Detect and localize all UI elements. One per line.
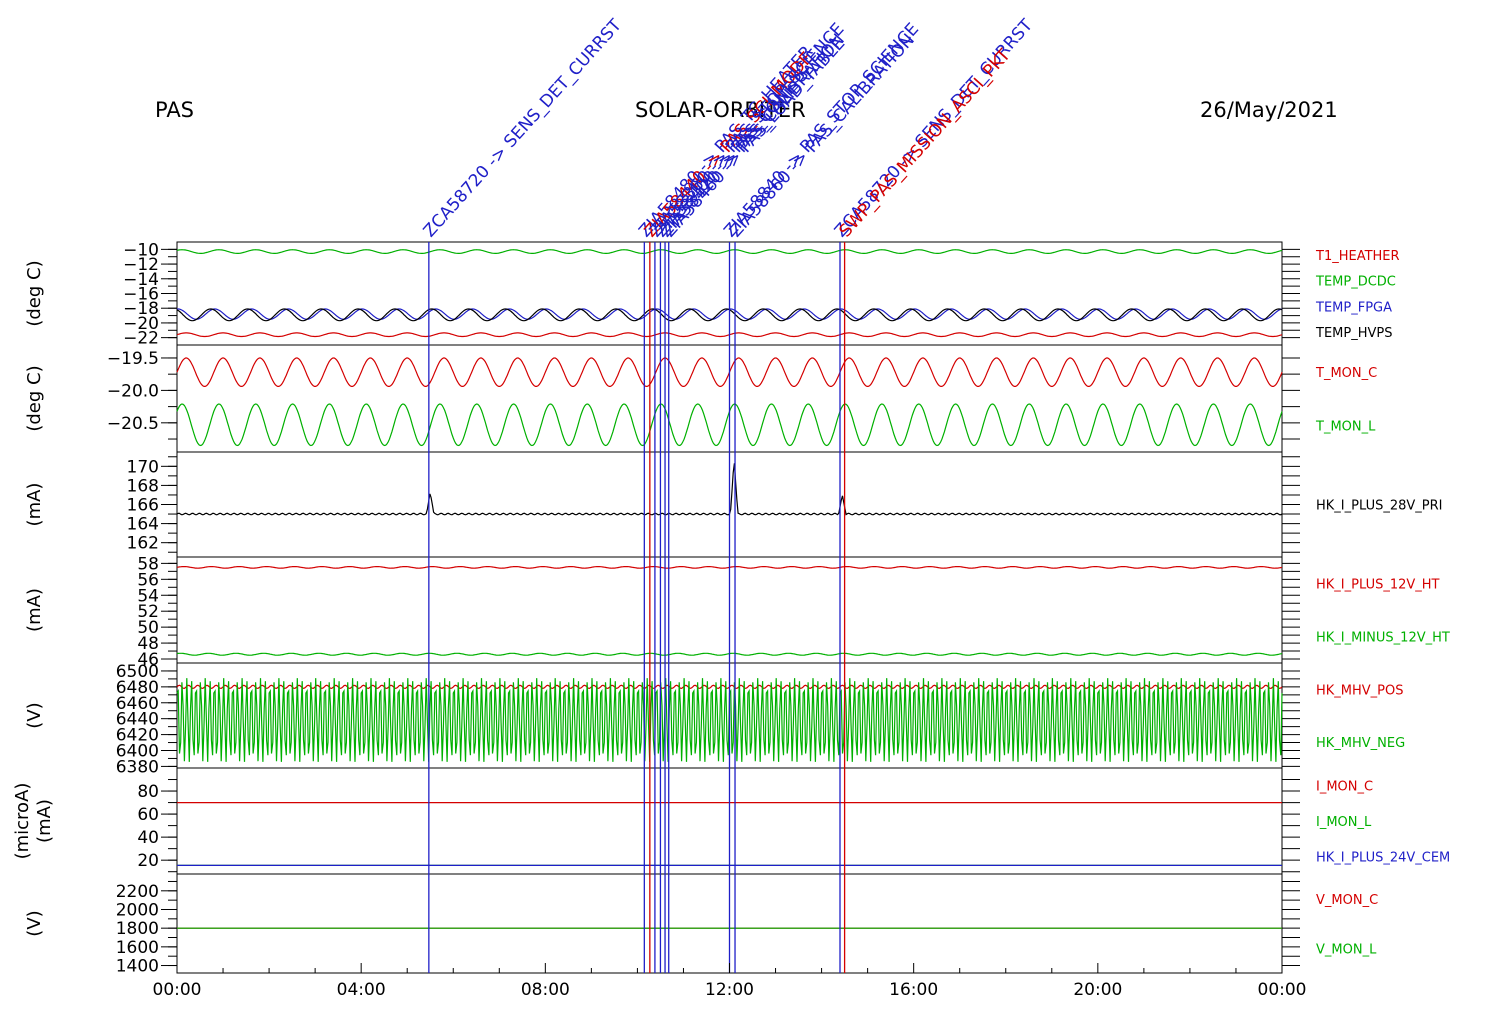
x-tick-label: 04:00 [337, 980, 386, 1000]
legend-i_mon_l: I_MON_L [1316, 815, 1372, 830]
x-tick-label: 12:00 [705, 980, 754, 1000]
y-tick-label: 6440 [116, 710, 159, 730]
instrument-label: PAS [155, 98, 194, 122]
x-axis: 00:00 04:00 08:00 12:00 16:00 20:00 00:00 [153, 963, 1307, 1000]
y-tick-label: 6500 [116, 662, 159, 682]
y-tick-label: 166 [127, 496, 159, 516]
x-tick-label: 08:00 [521, 980, 570, 1000]
y-tick-label: 50 [137, 618, 159, 638]
events-group: ZCA58720 -> SENS_DET_CURRST ZIA58480 -> P… [420, 15, 1037, 973]
y-axis-label: (microA) [12, 783, 33, 860]
y-tick-label: 1800 [116, 919, 159, 939]
legend-temp_hvps: TEMP_HVPS [1315, 326, 1392, 341]
y-tick-label: −22 [123, 329, 159, 349]
y-axis-label: (V) [24, 702, 45, 728]
y-tick-label: 162 [127, 534, 159, 554]
y-tick-label: 6420 [116, 726, 159, 746]
legend-t1_heather: T1_HEATHER [1315, 249, 1400, 264]
y-tick-label: 2200 [116, 882, 159, 902]
y-tick-label: −12 [123, 255, 159, 275]
legend-v_mon_l: V_MON_L [1316, 942, 1377, 957]
y-axis-label: (V) [24, 910, 45, 936]
y-tick-label: 164 [127, 515, 159, 535]
y-axis-label: (deg C) [24, 260, 45, 326]
y-tick-label: 54 [137, 586, 159, 606]
mission-label: SOLAR-ORBITER [635, 98, 806, 122]
y-tick-label: 6400 [116, 742, 159, 762]
legend-hk_i_plus_24v_cem: HK_I_PLUS_24V_CEM [1316, 850, 1450, 865]
y-tick-label: 1600 [116, 938, 159, 958]
x-tick-label: 16:00 [889, 980, 938, 1000]
y-tick-label: 170 [127, 457, 159, 477]
legend-hk_i_plus_28v_pri: HK_I_PLUS_28V_PRI [1316, 499, 1442, 514]
x-tick-label: 00:00 [1258, 980, 1307, 1000]
legend-i_mon_c: I_MON_C [1316, 780, 1373, 795]
x-tick-label: 00:00 [153, 980, 202, 1000]
event-label: ZCA58720 -> SENS_DET_CURRST [420, 15, 626, 241]
y-tick-label: −20.0 [107, 381, 159, 401]
y-tick-label: −19.5 [107, 349, 159, 369]
y-tick-label: 52 [137, 602, 159, 622]
y-tick-label: 80 [137, 782, 159, 802]
panel-2: −19.5 −20.0 −20.5 (deg C) T_MON_C T_MON_L [24, 344, 1377, 453]
y-axis-label-secondary: (mA) [34, 799, 55, 843]
legend-hk_i_plus_12v_ht: HK_I_PLUS_12V_HT [1316, 578, 1440, 593]
y-tick-label: −20.5 [107, 414, 159, 434]
date-label: 26/May/2021 [1200, 98, 1338, 122]
panels-group: −10−12−14−16−18−20−22 (deg C) T1_HEATHER TE… [12, 240, 1450, 976]
y-tick-label: 20 [137, 851, 159, 871]
y-tick-label: 56 [137, 570, 159, 590]
x-tick-label: 20:00 [1073, 980, 1122, 1000]
y-tick-label: 6460 [116, 694, 159, 714]
panel-6: 80 60 40 20 (microA) (mA) I_MON_C I_MON_L HK_I_P… [12, 767, 1450, 875]
y-tick-label: 60 [137, 805, 159, 825]
legend-hk_mhv_pos: HK_MHV_POS [1316, 683, 1404, 698]
y-tick-label: 2000 [116, 900, 159, 920]
y-tick-label: −14 [123, 270, 159, 290]
legend-hk_i_minus_12v_ht: HK_I_MINUS_12V_HT [1316, 631, 1450, 646]
legend-t_mon_l: T_MON_L [1315, 419, 1376, 434]
y-tick-label: −18 [123, 299, 159, 319]
legend-temp_fpga: TEMP_FPGA [1315, 300, 1392, 315]
y-tick-label: −16 [123, 285, 159, 305]
y-tick-label: 58 [137, 554, 159, 574]
y-tick-label: 6480 [116, 678, 159, 698]
y-axis-label: (deg C) [24, 365, 45, 431]
y-tick-label: 48 [137, 634, 159, 654]
y-tick-label: 1400 [116, 957, 159, 977]
y-tick-label: 40 [137, 828, 159, 848]
legend-hk_mhv_neg: HK_MHV_NEG [1316, 736, 1405, 751]
legend-temp_dcdc: TEMP_DCDC [1315, 275, 1396, 290]
panel-1: −10−12−14−16−18−20−22 (deg C) T1_HEATHER TE… [24, 240, 1400, 348]
legend-v_mon_c: V_MON_C [1316, 893, 1378, 908]
legend-t_mon_c: T_MON_C [1315, 366, 1377, 381]
y-axis-label: (mA) [24, 588, 45, 632]
y-tick-label: 46 [137, 650, 159, 670]
y-axis-label: (mA) [24, 483, 45, 527]
y-tick-label: −10 [123, 240, 159, 260]
y-tick-label: 6380 [116, 757, 159, 777]
y-tick-label: 168 [127, 476, 159, 496]
y-tick-label: −20 [123, 314, 159, 334]
